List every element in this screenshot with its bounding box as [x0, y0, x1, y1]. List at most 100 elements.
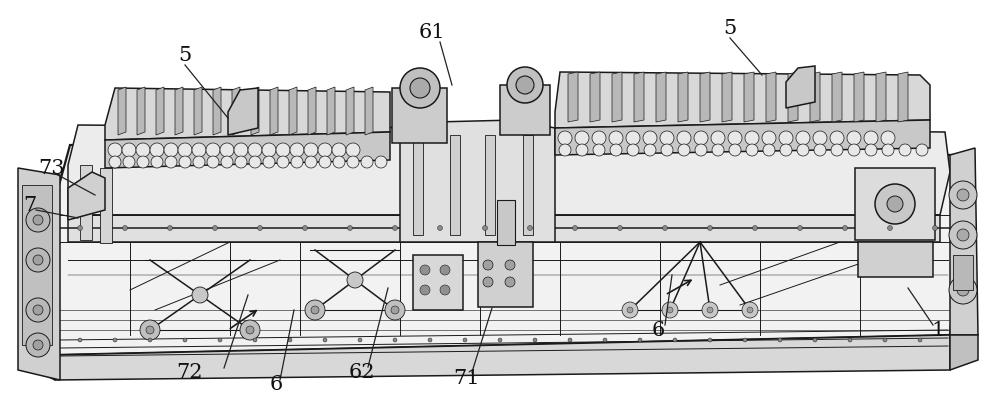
Polygon shape [788, 72, 798, 122]
Bar [450, 135, 460, 235]
Circle shape [677, 131, 691, 145]
Circle shape [438, 226, 442, 231]
Circle shape [916, 144, 928, 156]
Circle shape [391, 306, 399, 314]
Circle shape [762, 131, 776, 145]
Polygon shape [590, 72, 600, 122]
Circle shape [875, 184, 915, 224]
Circle shape [347, 156, 359, 168]
Circle shape [333, 156, 345, 168]
Polygon shape [55, 335, 950, 380]
Circle shape [660, 131, 674, 145]
Circle shape [178, 143, 192, 157]
Polygon shape [194, 87, 202, 135]
Circle shape [248, 143, 262, 157]
Circle shape [375, 156, 387, 168]
Circle shape [420, 285, 430, 295]
Polygon shape [232, 87, 240, 135]
Circle shape [505, 260, 515, 270]
Circle shape [483, 277, 493, 287]
Circle shape [813, 338, 817, 342]
Circle shape [957, 284, 969, 296]
Bar [413, 255, 463, 310]
Polygon shape [766, 72, 776, 122]
Circle shape [644, 144, 656, 156]
Circle shape [33, 305, 43, 315]
Text: 7: 7 [23, 196, 37, 214]
Circle shape [667, 307, 673, 313]
Circle shape [305, 156, 317, 168]
Circle shape [246, 326, 254, 334]
Circle shape [712, 144, 724, 156]
Bar [485, 135, 495, 235]
Bar [80, 165, 92, 240]
Polygon shape [228, 88, 258, 135]
Bar [478, 242, 533, 307]
Circle shape [899, 144, 911, 156]
Circle shape [302, 226, 308, 231]
Circle shape [694, 131, 708, 145]
Circle shape [627, 307, 633, 313]
Circle shape [728, 131, 742, 145]
Polygon shape [634, 72, 644, 122]
Polygon shape [105, 88, 390, 140]
Circle shape [883, 338, 887, 342]
Circle shape [622, 302, 638, 318]
Circle shape [887, 196, 903, 212]
Circle shape [33, 340, 43, 350]
Circle shape [392, 226, 398, 231]
Text: 6: 6 [651, 321, 665, 339]
Circle shape [420, 265, 430, 275]
Circle shape [221, 156, 233, 168]
Circle shape [662, 302, 678, 318]
Text: 61: 61 [419, 23, 445, 42]
Circle shape [26, 298, 50, 322]
Polygon shape [832, 72, 842, 122]
Circle shape [673, 338, 677, 342]
Circle shape [779, 131, 793, 145]
Circle shape [165, 156, 177, 168]
Circle shape [743, 338, 747, 342]
Circle shape [258, 226, 262, 231]
Circle shape [949, 181, 977, 209]
Circle shape [528, 226, 532, 231]
Circle shape [695, 144, 707, 156]
Circle shape [957, 189, 969, 201]
Text: 73: 73 [39, 158, 65, 178]
Circle shape [753, 226, 758, 231]
Polygon shape [555, 72, 930, 128]
Circle shape [319, 156, 331, 168]
Circle shape [568, 338, 572, 342]
Circle shape [151, 156, 163, 168]
Polygon shape [656, 72, 666, 122]
Circle shape [516, 76, 534, 94]
Circle shape [742, 302, 758, 318]
Circle shape [150, 143, 164, 157]
Circle shape [164, 143, 178, 157]
Circle shape [249, 156, 261, 168]
Bar [22, 185, 52, 345]
Polygon shape [400, 120, 555, 242]
Circle shape [122, 143, 136, 157]
Bar [413, 135, 423, 235]
Polygon shape [55, 145, 960, 355]
Circle shape [311, 306, 319, 314]
Text: 5: 5 [723, 18, 737, 38]
Circle shape [814, 144, 826, 156]
Circle shape [136, 143, 150, 157]
Polygon shape [175, 87, 183, 135]
Circle shape [304, 143, 318, 157]
Polygon shape [18, 168, 60, 380]
Circle shape [957, 229, 969, 241]
Polygon shape [308, 87, 316, 135]
Circle shape [78, 338, 82, 342]
Circle shape [763, 144, 775, 156]
Circle shape [572, 226, 578, 231]
Polygon shape [68, 172, 105, 220]
Circle shape [393, 338, 397, 342]
Circle shape [26, 208, 50, 232]
Circle shape [183, 338, 187, 342]
Polygon shape [137, 87, 145, 135]
Polygon shape [213, 87, 221, 135]
Text: 1: 1 [931, 321, 945, 339]
